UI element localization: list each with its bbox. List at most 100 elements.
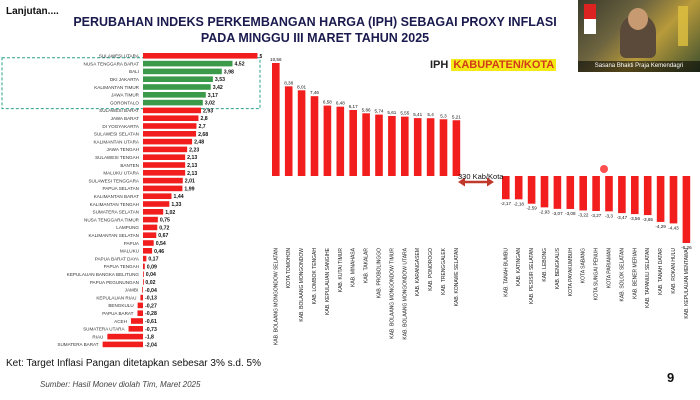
- iph-highlight: KABUPATEN/KOTA: [451, 59, 557, 71]
- value-label: -0,28: [145, 311, 157, 317]
- source-note: Sumber: Hasil Monev diolah Tim, Maret 20…: [40, 380, 201, 389]
- arrow-right-icon: [487, 177, 494, 187]
- video-caption: Sasana Bhakti Praja Kemendagri: [578, 61, 700, 72]
- bar: [143, 162, 186, 168]
- bar: [143, 154, 186, 160]
- value-label: 2,8: [200, 116, 207, 122]
- banner-icon: [678, 6, 688, 46]
- category-label: KAB. KONAWE SELATAN: [454, 248, 460, 307]
- value-label: 3,42: [213, 85, 223, 91]
- flag-icon: [584, 4, 596, 34]
- category-label: SULAWESI TENGGARA: [88, 178, 139, 183]
- category-label: DKI JAKARTA: [110, 77, 140, 82]
- bar: [143, 232, 157, 238]
- category-label: KAB. PROBOLINGGO: [377, 248, 383, 298]
- category-label: KAB. TANAH DATAR: [658, 248, 664, 295]
- value-label: 7,46: [310, 90, 319, 95]
- value-label: -0,13: [145, 296, 157, 302]
- iph-kabupaten-label: IPH KABUPATEN/KOTA: [430, 59, 557, 71]
- value-label: -2,59: [526, 206, 537, 211]
- bar: [439, 119, 448, 176]
- value-label: 0,46: [154, 249, 164, 255]
- value-label: 2,23: [189, 147, 199, 153]
- bar: [143, 123, 197, 129]
- bar: [143, 60, 233, 67]
- value-label: -3,56: [630, 216, 641, 221]
- speaker-head: [628, 8, 648, 30]
- category-label: KAB. PONOROGO: [428, 248, 434, 291]
- category-label: JAWA BARAT: [111, 116, 140, 121]
- value-label: 5,21: [452, 114, 461, 119]
- value-label: 0,75: [160, 218, 170, 224]
- category-label: BANTEN: [120, 163, 139, 168]
- value-label: 8,38: [284, 80, 293, 85]
- bar: [297, 90, 306, 176]
- category-label: RIAU: [92, 334, 103, 339]
- bar: [143, 255, 147, 262]
- value-label: -3,08: [565, 211, 576, 216]
- bar: [143, 115, 199, 121]
- category-label: PAPUA TENGAH: [104, 264, 139, 269]
- bar: [592, 176, 600, 211]
- category-label: DI YOGYAKARTA: [102, 124, 140, 129]
- category-label: KAB. TAPANULI SELATAN: [645, 248, 651, 308]
- category-label: MALUKU UTARA: [103, 171, 140, 176]
- bar: [143, 201, 170, 207]
- value-label: 3,53: [215, 77, 225, 83]
- value-label: 0,09: [147, 264, 157, 270]
- category-label: KAB. KARANGASEM: [415, 248, 421, 296]
- bar: [143, 53, 258, 59]
- category-label: KAB. BOLAANG MONGONDOW TIMUR: [389, 248, 395, 339]
- value-label: -1,8: [145, 335, 154, 341]
- bar: [143, 99, 203, 106]
- value-label: 0,54: [156, 241, 166, 247]
- bar: [143, 131, 197, 137]
- value-label: -6,26: [681, 245, 692, 250]
- kabupaten-iph-chart: 10,56 KAB. BOLAANG MONGONDOW SELATAN 8,38 K…: [270, 57, 692, 345]
- value-label: 3,02: [205, 101, 215, 107]
- bar: [143, 138, 193, 145]
- value-label: 5,55: [400, 111, 409, 116]
- value-label: 1,99: [184, 186, 194, 192]
- bar: [142, 287, 144, 293]
- bar: [375, 114, 383, 176]
- bar: [284, 86, 293, 176]
- value-label: -3,65: [642, 217, 653, 222]
- category-label: SUMATERA BARAT: [57, 342, 98, 347]
- bar: [143, 170, 186, 176]
- page-number: 9: [667, 370, 675, 385]
- value-label: 5,41: [413, 112, 422, 117]
- bar: [362, 113, 370, 176]
- bar: [669, 176, 678, 224]
- category-label: ACEH: [114, 319, 127, 324]
- bar: [143, 84, 211, 90]
- value-label: 10,56: [270, 57, 282, 62]
- arrow-left-icon: [458, 177, 465, 187]
- bar: [605, 176, 613, 212]
- value-label: -0,73: [145, 327, 157, 333]
- bar: [527, 176, 536, 204]
- value-label: 2,7: [198, 124, 205, 130]
- video-conference-thumbnail[interactable]: Sasana Bhakti Praja Kemendagri: [578, 0, 700, 72]
- value-label: -0,61: [145, 319, 157, 325]
- value-label: 8,01: [297, 84, 306, 89]
- value-label: 1,02: [165, 210, 175, 216]
- category-label: BALI: [129, 69, 139, 74]
- value-label: 6,48: [336, 101, 345, 106]
- category-label: JAWA TIMUR: [111, 93, 140, 98]
- value-label: -2,18: [513, 201, 524, 206]
- category-label: GORONTALO: [110, 100, 139, 105]
- category-label: KAB. BENGKALIS: [555, 247, 561, 289]
- category-label: SUMATERA UTARA: [83, 327, 125, 332]
- category-label: KALIMANTAN TIMUR: [94, 85, 139, 90]
- value-label: 0,02: [145, 280, 155, 286]
- value-label: 0,04: [146, 272, 156, 278]
- category-label: JAMBI: [125, 288, 139, 293]
- value-label: 4,52: [234, 62, 244, 68]
- category-label: MALUKU: [120, 249, 139, 254]
- bar: [553, 176, 562, 209]
- category-label: KAB. KEPULAUAN SANGIHE: [325, 247, 331, 315]
- bar: [310, 96, 319, 176]
- bar: [388, 115, 396, 176]
- bar: [143, 193, 172, 199]
